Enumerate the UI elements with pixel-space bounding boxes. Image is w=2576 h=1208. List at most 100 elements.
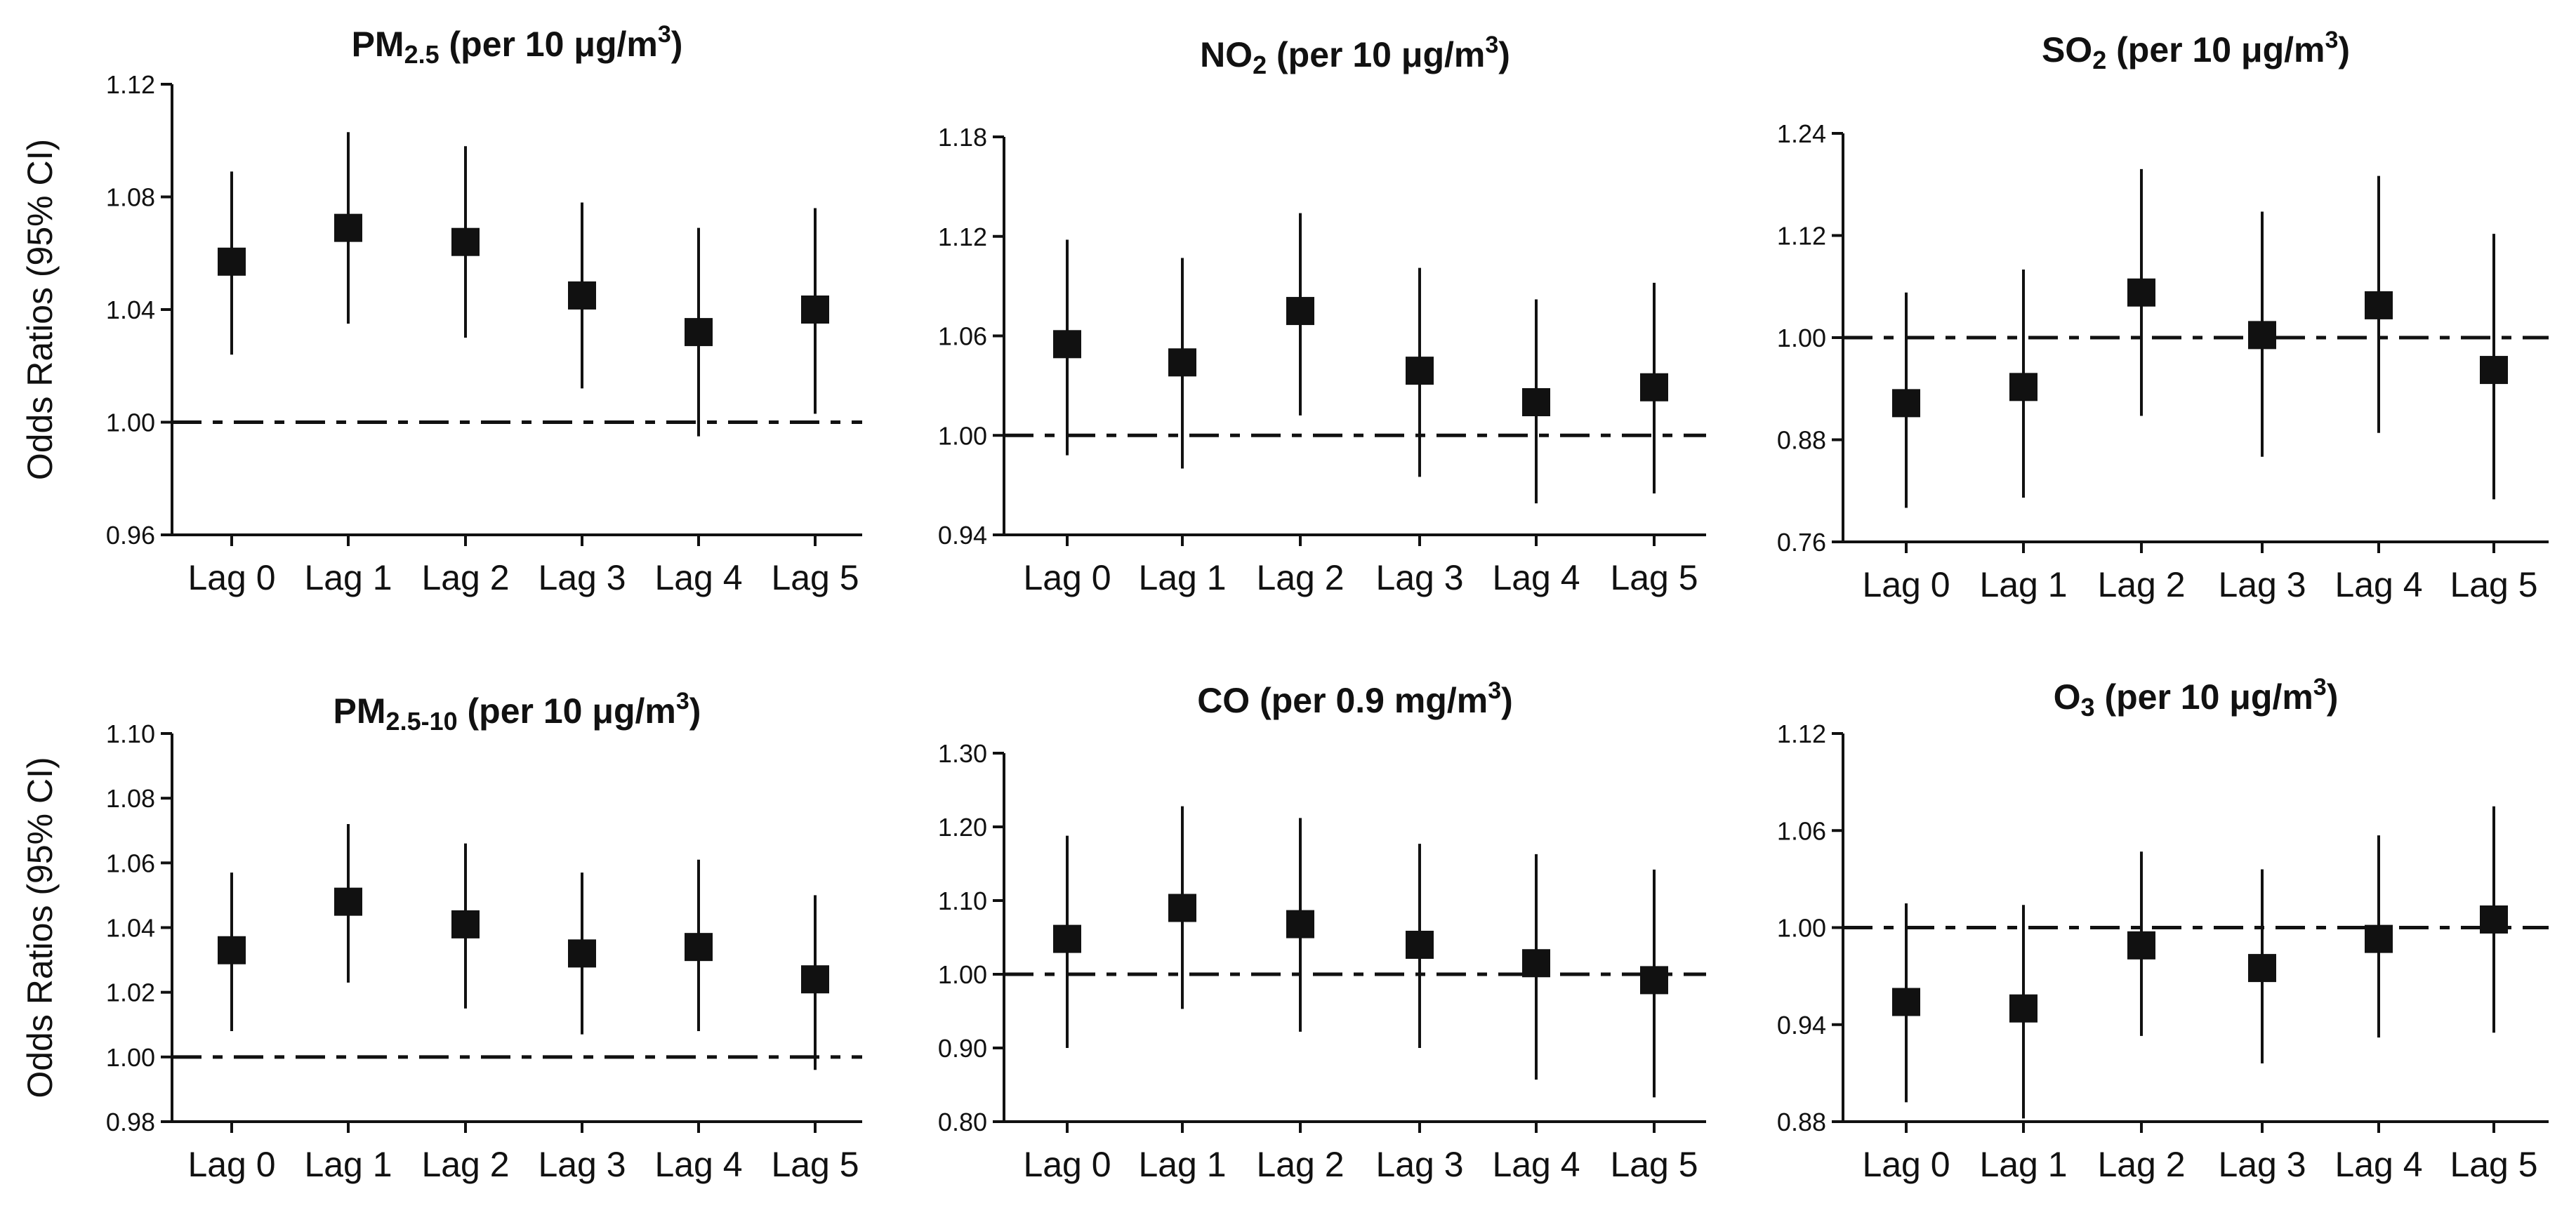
point-estimate [1640, 966, 1668, 995]
point-estimate [1406, 931, 1434, 959]
point-estimate [1286, 910, 1314, 938]
panel-1: PM2.5 (per 10 μg/m3) 0.96 1.00 1.04 1.08 1.12… [20, 21, 862, 597]
point-estimate [1053, 924, 1081, 953]
point-estimate [218, 936, 246, 964]
point-estimate [685, 318, 713, 347]
x-tick-label: Lag 2 [2097, 565, 2185, 604]
point-estimate [1286, 297, 1314, 326]
x-tick-label: Lag 1 [1138, 558, 1226, 597]
panel-title: NO2 (per 10 μg/m3) [1200, 32, 1510, 79]
y-tick-label: 1.10 [106, 719, 155, 748]
x-tick-label: Lag 2 [421, 558, 509, 597]
y-tick-label: 1.04 [106, 296, 155, 324]
y-tick-label: 1.08 [106, 784, 155, 813]
y-tick-label: 1.00 [1777, 914, 1826, 943]
x-tick-label: Lag 1 [304, 1145, 392, 1184]
y-tick-label: 1.00 [938, 421, 987, 450]
x-tick-label: Lag 5 [2450, 565, 2537, 604]
x-tick-label: Lag 2 [1256, 1145, 1344, 1184]
x-tick-label: Lag 5 [1610, 1145, 1698, 1184]
panel-4: PM2.5-10 (per 10 μg/m3) 0.98 1.00 1.02 1.04 1… [20, 688, 862, 1184]
x-tick-label: Lag 2 [421, 1145, 509, 1184]
x-tick-label: Lag 3 [538, 1145, 626, 1184]
x-tick-label: Lag 1 [1138, 1145, 1226, 1184]
x-tick-label: Lag 3 [2218, 565, 2306, 604]
point-estimate [1522, 949, 1550, 978]
y-axis-title: Odds Ratios (95% CI) [20, 757, 60, 1098]
y-tick-label: 1.00 [106, 409, 155, 437]
y-tick-label: 1.06 [938, 322, 987, 351]
point-estimate [1522, 388, 1550, 416]
y-tick-label: 1.24 [1777, 119, 1826, 148]
panel-3: SO2 (per 10 μg/m3) 0.76 0.88 1.00 1.12 1.24 La… [1777, 27, 2549, 604]
x-tick-label: Lag 5 [1610, 558, 1698, 597]
y-tick-label: 0.76 [1777, 528, 1826, 557]
panel-title: SO2 (per 10 μg/m3) [2042, 27, 2350, 74]
y-tick-label: 1.00 [1777, 324, 1826, 352]
x-tick-label: Lag 3 [1375, 558, 1463, 597]
y-tick-label: 0.94 [938, 521, 987, 550]
panel-title: PM2.5 (per 10 μg/m3) [352, 21, 683, 69]
x-tick-label: Lag 4 [2334, 565, 2422, 604]
y-tick-label: 1.30 [938, 739, 987, 768]
point-estimate [2009, 994, 2037, 1023]
point-estimate [801, 296, 829, 324]
point-estimate [2480, 905, 2508, 934]
point-estimate [2480, 356, 2508, 385]
y-tick-label: 1.06 [1777, 816, 1826, 845]
point-estimate [334, 213, 362, 242]
y-tick-label: 0.80 [938, 1108, 987, 1136]
y-tick-label: 0.88 [1777, 1108, 1826, 1136]
point-estimate [218, 247, 246, 276]
point-estimate [451, 227, 480, 256]
point-estimate [2365, 291, 2393, 319]
panel-5: CO (per 0.9 mg/m3) 0.80 0.90 1.00 1.10 1.20 1.… [938, 677, 1706, 1184]
y-tick-label: 1.00 [938, 960, 987, 989]
panel-2: NO2 (per 10 μg/m3) 0.94 1.00 1.06 1.12 1.18 La… [938, 32, 1706, 597]
point-estimate [1053, 330, 1081, 359]
x-tick-label: Lag 4 [2334, 1145, 2422, 1184]
x-tick-label: Lag 4 [654, 558, 742, 597]
panel-title: CO (per 0.9 mg/m3) [1197, 677, 1513, 720]
y-tick-label: 1.02 [106, 978, 155, 1007]
x-tick-label: Lag 0 [1862, 565, 1950, 604]
panel-title: O3 (per 10 μg/m3) [2054, 674, 2339, 722]
point-estimate [2365, 924, 2393, 953]
y-tick-label: 0.98 [106, 1108, 155, 1136]
y-tick-label: 1.12 [1777, 222, 1826, 251]
panels: PM2.5 (per 10 μg/m3) 0.96 1.00 1.04 1.08 1.12… [20, 21, 2549, 1184]
y-tick-label: 1.08 [106, 183, 155, 212]
x-tick-label: Lag 4 [1492, 558, 1580, 597]
y-tick-label: 1.18 [938, 123, 987, 152]
point-estimate [1168, 894, 1196, 922]
x-tick-label: Lag 3 [2218, 1145, 2306, 1184]
x-tick-label: Lag 0 [1023, 1145, 1111, 1184]
panel-6: O3 (per 10 μg/m3) 0.88 0.94 1.00 1.06 1.12 Lag… [1777, 674, 2549, 1184]
x-tick-label: Lag 0 [187, 1145, 275, 1184]
point-estimate [2127, 278, 2155, 307]
y-tick-label: 0.94 [1777, 1011, 1826, 1040]
point-estimate [568, 281, 596, 310]
y-tick-label: 1.12 [106, 70, 155, 99]
x-tick-label: Lag 0 [1862, 1145, 1950, 1184]
x-tick-label: Lag 0 [187, 558, 275, 597]
x-tick-label: Lag 5 [771, 558, 859, 597]
y-tick-label: 1.06 [106, 849, 155, 877]
y-tick-label: 0.96 [106, 521, 155, 550]
x-tick-label: Lag 2 [1256, 558, 1344, 597]
x-tick-label: Lag 1 [304, 558, 392, 597]
x-tick-label: Lag 3 [1375, 1145, 1463, 1184]
point-estimate [1892, 988, 1920, 1016]
x-tick-label: Lag 4 [654, 1145, 742, 1184]
point-estimate [334, 887, 362, 916]
point-estimate [2127, 931, 2155, 960]
point-estimate [685, 933, 713, 962]
y-axis-title: Odds Ratios (95% CI) [20, 139, 60, 480]
point-estimate [2248, 954, 2276, 983]
x-tick-label: Lag 1 [1979, 1145, 2067, 1184]
point-estimate [2248, 321, 2276, 350]
y-tick-label: 1.00 [106, 1043, 155, 1072]
point-estimate [801, 965, 829, 994]
y-tick-label: 1.04 [106, 914, 155, 943]
